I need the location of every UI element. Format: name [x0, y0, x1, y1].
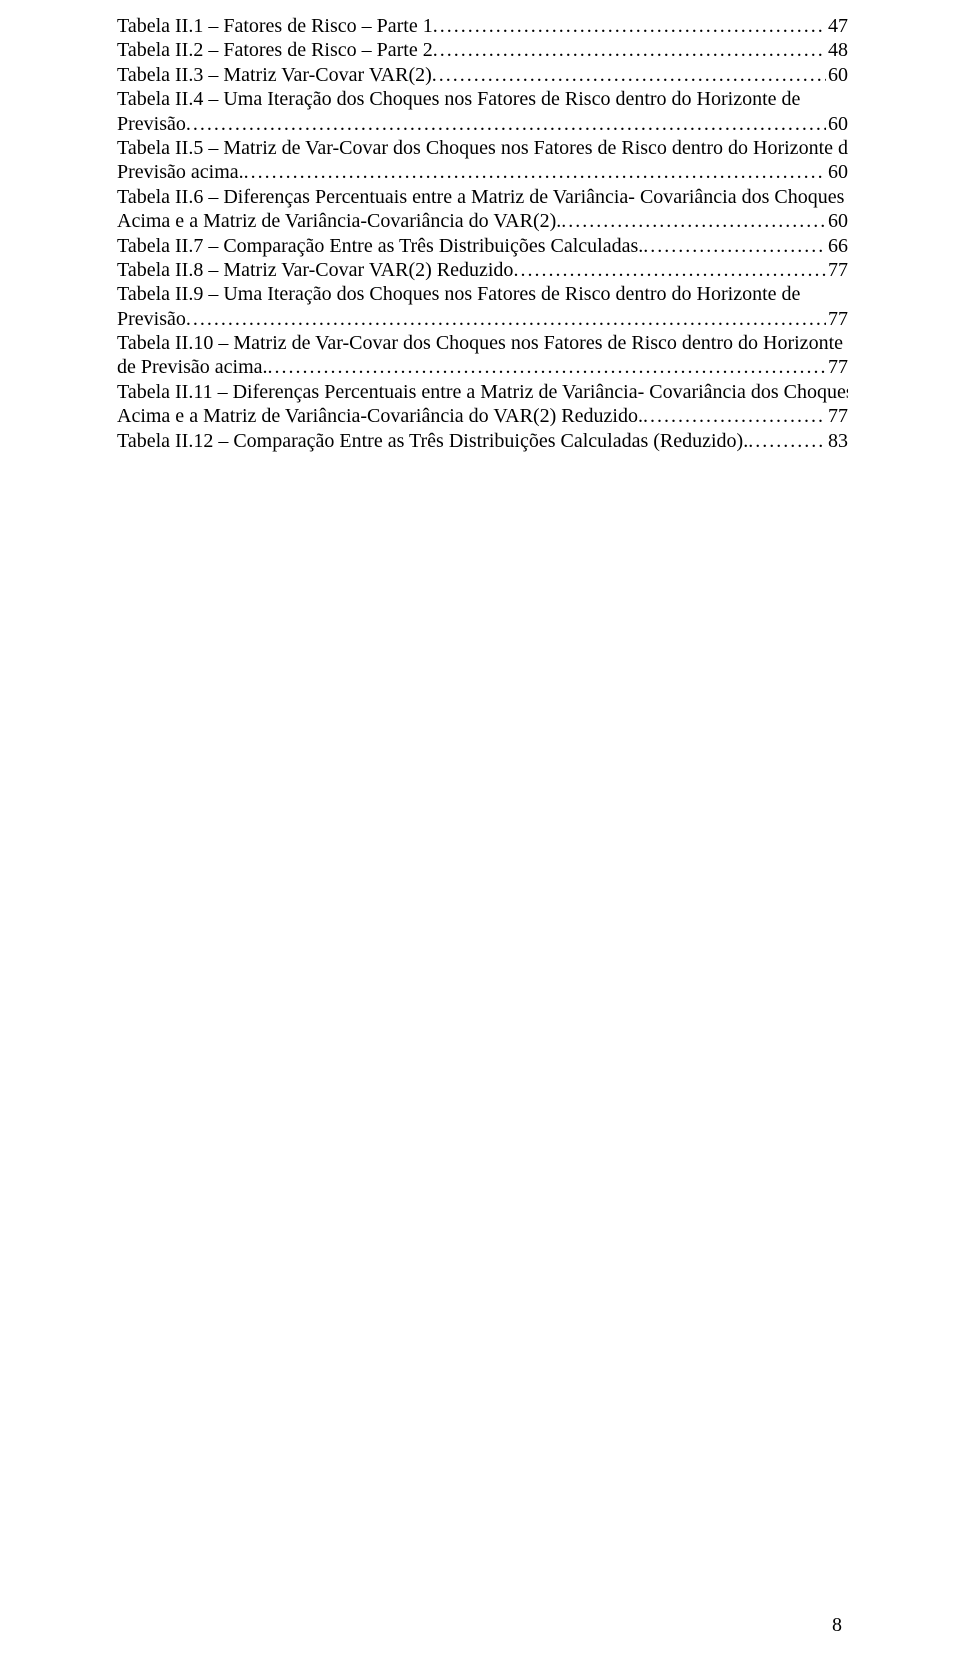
toc-entry: Tabela II.2 – Fatores de Risco – Parte 2… — [117, 38, 848, 62]
toc-entry: Tabela II.4 – Uma Iteração dos Choques n… — [117, 87, 848, 111]
toc-entry-page: 77 — [826, 404, 848, 428]
toc-entry-text: Tabela II.2 – Fatores de Risco – Parte 2 — [117, 38, 433, 62]
toc-entry: Tabela II.10 – Matriz de Var-Covar dos C… — [117, 331, 848, 355]
toc-entry: Tabela II.8 – Matriz Var-Covar VAR(2) Re… — [117, 258, 848, 282]
toc-entry-page: 60 — [826, 112, 848, 136]
toc-entry-text: Tabela II.4 – Uma Iteração dos Choques n… — [117, 87, 800, 111]
toc-entry-page: 77 — [826, 258, 848, 282]
toc-leader — [244, 160, 826, 184]
toc-entry-page: 60 — [826, 63, 848, 87]
toc-entry: Tabela II.3 – Matriz Var-Covar VAR(2) 60 — [117, 63, 848, 87]
toc-leader — [433, 38, 826, 62]
toc-entry-page: 48 — [826, 38, 848, 62]
toc-entry-text: Tabela II.6 – Diferenças Percentuais ent… — [117, 185, 844, 209]
toc-entry-page: 60 — [826, 160, 848, 184]
toc-entry-text: Previsão — [117, 112, 186, 136]
toc-entry: de Previsão acima. 77 — [117, 355, 848, 379]
toc-leader — [268, 355, 827, 379]
toc-leader — [748, 429, 826, 453]
toc-entry-text: Previsão — [117, 307, 186, 331]
toc-leader — [186, 112, 826, 136]
list-of-tables: Tabela II.1 – Fatores de Risco – Parte 1… — [117, 14, 848, 453]
toc-entry-page: 66 — [826, 234, 848, 258]
toc-entry-text: de Previsão acima. — [117, 355, 268, 379]
toc-entry: Acima e a Matriz de Variância-Covariânci… — [117, 404, 848, 428]
toc-entry-text: Acima e a Matriz de Variância-Covariânci… — [117, 209, 561, 233]
toc-leader — [433, 14, 826, 38]
page-number: 8 — [117, 1613, 848, 1637]
toc-entry-text: Tabela II.12 – Comparação Entre as Três … — [117, 429, 748, 453]
toc-entry-text: Tabela II.1 – Fatores de Risco – Parte 1 — [117, 14, 433, 38]
toc-entry: Acima e a Matriz de Variância-Covariânci… — [117, 209, 848, 233]
toc-leader — [432, 63, 826, 87]
toc-entry-text: Tabela II.5 – Matriz de Var-Covar dos Ch… — [117, 136, 848, 160]
toc-entry: Tabela II.5 – Matriz de Var-Covar dos Ch… — [117, 136, 848, 160]
toc-entry-page: 60 — [826, 209, 848, 233]
toc-entry: Previsão 60 — [117, 112, 848, 136]
toc-entry: Previsão acima. 60 — [117, 160, 848, 184]
toc-entry: Tabela II.1 – Fatores de Risco – Parte 1… — [117, 14, 848, 38]
toc-leader — [643, 404, 826, 428]
toc-entry: Tabela II.9 – Uma Iteração dos Choques n… — [117, 282, 848, 306]
toc-entry-page: 83 — [826, 429, 848, 453]
toc-entry-text: Tabela II.8 – Matriz Var-Covar VAR(2) Re… — [117, 258, 513, 282]
toc-entry-page: 77 — [826, 307, 848, 331]
toc-entry-page: 47 — [826, 14, 848, 38]
toc-entry-text: Tabela II.3 – Matriz Var-Covar VAR(2) — [117, 63, 432, 87]
toc-entry-page: 77 — [826, 355, 848, 379]
toc-leader — [186, 307, 826, 331]
toc-leader — [643, 234, 826, 258]
toc-leader — [561, 209, 826, 233]
toc-entry-text: Tabela II.11 – Diferenças Percentuais en… — [117, 380, 848, 404]
toc-entry: Previsão 77 — [117, 307, 848, 331]
toc-leader — [513, 258, 826, 282]
toc-entry: Tabela II.6 – Diferenças Percentuais ent… — [117, 185, 848, 209]
toc-entry-text: Tabela II.7 – Comparação Entre as Três D… — [117, 234, 643, 258]
toc-entry-text: Previsão acima. — [117, 160, 244, 184]
toc-entry-text: Acima e a Matriz de Variância-Covariânci… — [117, 404, 643, 428]
toc-entry: Tabela II.11 – Diferenças Percentuais en… — [117, 380, 848, 404]
toc-entry: Tabela II.12 – Comparação Entre as Três … — [117, 429, 848, 453]
toc-entry-text: Tabela II.10 – Matriz de Var-Covar dos C… — [117, 331, 843, 355]
toc-entry-text: Tabela II.9 – Uma Iteração dos Choques n… — [117, 282, 800, 306]
toc-entry: Tabela II.7 – Comparação Entre as Três D… — [117, 234, 848, 258]
